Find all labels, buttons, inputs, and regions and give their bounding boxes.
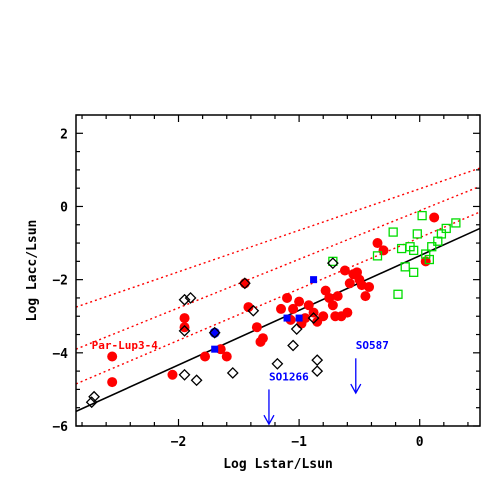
upper-limit-arrows (263, 358, 362, 426)
fit-line (76, 227, 480, 413)
data-point-filled-circle-13 (282, 292, 293, 303)
data-point-filled-circle-15 (288, 303, 299, 314)
data-point-open-diamond-1 (85, 396, 98, 409)
data-point-filled-circle-2 (167, 369, 178, 380)
data-points (85, 210, 461, 409)
data-point-filled-circle-18 (300, 313, 311, 324)
data-point-filled-circle-8 (239, 278, 250, 289)
data-point-open-square-1 (372, 251, 383, 261)
data-point-open-diamond-6 (190, 374, 203, 387)
y-tick-label: 0 (60, 200, 68, 215)
data-point-open-square-2 (388, 227, 398, 237)
arrow-head-SO587 (350, 383, 362, 395)
data-point-open-square-8 (409, 267, 419, 277)
data-point-open-diamond-9 (238, 277, 251, 290)
data-point-open-diamond-17 (307, 312, 320, 324)
data-point-filled-circle-34 (360, 291, 371, 302)
data-point-filled-circle-40 (344, 278, 355, 289)
data-point-filled-circle-4 (179, 322, 190, 333)
plot-frame (75, 114, 481, 427)
data-point-filled-square-1 (283, 314, 291, 322)
fit-lines (76, 167, 480, 413)
data-point-open-diamond-13 (290, 323, 303, 335)
data-point-open-diamond-8 (226, 367, 239, 379)
data-point-open-diamond-11 (271, 357, 284, 370)
y-tick-label: 2 (60, 127, 68, 142)
data-point-open-square-4 (396, 243, 407, 254)
data-point-filled-circle-29 (339, 265, 350, 276)
arrow-head-SO1266 (263, 414, 275, 426)
data-point-open-square-3 (393, 289, 403, 299)
data-point-filled-circle-7 (221, 351, 232, 362)
data-point-filled-circle-36 (372, 238, 383, 249)
data-point-filled-circle-6 (215, 344, 226, 355)
data-point-filled-circle-37 (378, 245, 389, 256)
annotation-1: SO1266 (269, 370, 309, 383)
data-point-filled-circle-12 (276, 303, 287, 314)
y-axis-label: Log Lacc/Lsun (25, 220, 40, 322)
data-point-open-square-12 (427, 242, 437, 252)
data-point-open-diamond-14 (311, 354, 324, 367)
data-point-open-diamond-5 (178, 368, 191, 381)
data-point-open-diamond-16 (326, 257, 339, 270)
data-point-filled-circle-39 (429, 212, 440, 223)
data-point-open-diamond-0 (88, 390, 101, 403)
data-point-open-diamond-3 (184, 292, 197, 304)
data-point-filled-circle-25 (327, 300, 338, 311)
data-point-open-square-9 (412, 229, 422, 239)
y-tick-label: −6 (52, 420, 68, 435)
data-point-open-square-14 (436, 229, 447, 239)
data-point-open-diamond-10 (247, 304, 260, 317)
dotted-line-2 (76, 185, 480, 350)
data-point-open-diamond-4 (178, 324, 191, 337)
data-point-open-square-15 (441, 223, 451, 234)
dotted-line-1 (76, 211, 480, 385)
data-point-filled-circle-41 (351, 267, 362, 278)
data-point-filled-square-3 (295, 314, 303, 322)
data-point-open-square-17 (421, 249, 431, 259)
data-point-open-diamond-15 (311, 365, 324, 378)
data-point-filled-circle-11 (257, 333, 268, 344)
data-point-filled-square-2 (310, 276, 318, 284)
data-point-open-diamond-7 (208, 326, 221, 339)
data-point-filled-circle-0 (209, 327, 220, 338)
data-point-filled-circle-19 (303, 300, 314, 311)
data-point-open-square-5 (400, 262, 410, 272)
data-point-filled-circle-16 (294, 296, 305, 307)
data-point-filled-circle-42 (243, 302, 254, 313)
axis-ticks: −2 −1 0 −6 −4 −2 0 2 (52, 114, 480, 450)
data-point-filled-circle-30 (342, 307, 353, 318)
data-point-filled-square-0 (211, 345, 219, 353)
annotation-0: Par-Lup3-4 (92, 339, 159, 352)
x-tick-label: −1 (291, 435, 307, 450)
x-tick-label: −2 (171, 435, 187, 450)
data-point-filled-circle-3 (179, 313, 190, 324)
y-tick-label: −4 (52, 347, 68, 362)
data-point-filled-circle-0 (107, 351, 118, 362)
dotted-line-3 (76, 167, 480, 308)
data-point-filled-circle-5 (200, 351, 211, 362)
x-tick-label: 0 (416, 435, 424, 450)
data-point-filled-circle-27 (332, 291, 343, 302)
x-axis-label: Log Lstar/Lsun (223, 457, 333, 472)
data-point-open-square-10 (417, 210, 427, 221)
data-point-filled-circle-35 (364, 281, 375, 292)
y-tick-label: −2 (52, 274, 68, 289)
annotation-2: SO587 (356, 339, 389, 352)
data-point-filled-circle-9 (251, 322, 262, 333)
data-point-open-square-16 (451, 218, 461, 228)
annotations: Par-Lup3-4 SO1266 SO587 (92, 339, 389, 383)
data-point-open-square-7 (409, 245, 419, 256)
data-point-open-diamond-2 (178, 293, 191, 306)
data-point-open-diamond-12 (287, 339, 299, 352)
data-point-filled-circle-1 (107, 377, 118, 388)
data-point-filled-circle-22 (318, 311, 329, 322)
